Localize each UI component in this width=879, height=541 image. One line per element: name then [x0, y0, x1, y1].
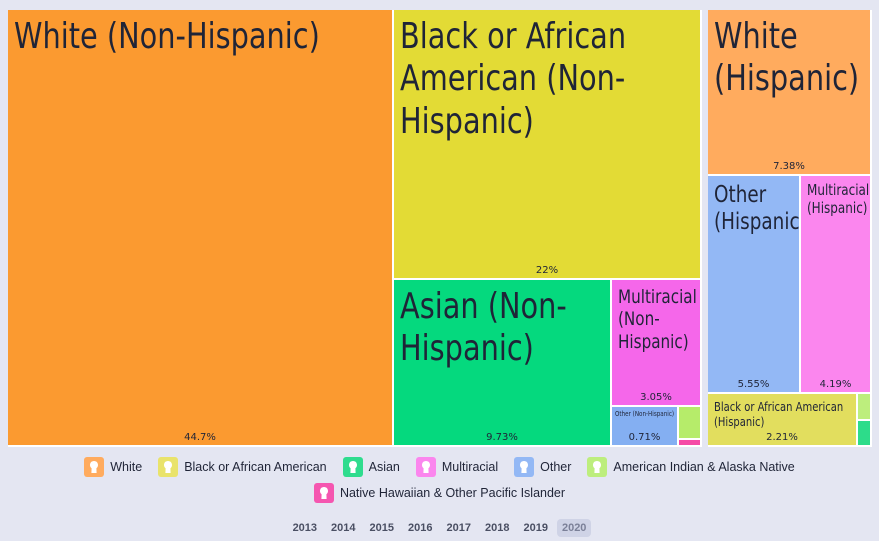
treemap-tile[interactable] — [858, 421, 872, 447]
treemap-chart: White (Non-Hispanic) 44.7% Black or Africa… — [8, 10, 872, 447]
treemap-tile[interactable]: White (Non-Hispanic) 44.7% — [8, 10, 394, 447]
person-icon — [415, 457, 436, 477]
tile-value: 4.19% — [819, 379, 852, 390]
year-button-2018[interactable]: 2018 — [484, 522, 510, 534]
tile-value: 9.73% — [486, 432, 518, 443]
legend-label: Native Hawaiian & Other Pacific Islander — [339, 486, 566, 500]
tile-label: Multiracial (Hispanic) — [807, 181, 870, 217]
tile-label: White (Hispanic) — [714, 16, 860, 100]
legend-item[interactable]: White — [84, 457, 142, 477]
tile-value: 0.71% — [628, 432, 661, 443]
treemap-tile[interactable]: Other (Hispanic) 5.55% — [708, 176, 801, 394]
person-icon — [587, 457, 608, 477]
treemap-tile[interactable]: Other (Non-Hispanic) 0.71% — [612, 407, 679, 447]
legend-label: American Indian & Alaska Native — [613, 460, 795, 474]
tile-label: Other (Non-Hispanic) — [615, 410, 675, 418]
year-button-2013[interactable]: 2013 — [292, 522, 318, 534]
legend-item[interactable]: American Indian & Alaska Native — [587, 457, 795, 477]
treemap-tile[interactable]: Asian (Non-Hispanic) 9.73% — [394, 280, 612, 447]
person-icon — [158, 457, 179, 477]
tile-value: 22% — [535, 265, 559, 276]
tile-label: Multiracial (Non-Hispanic) — [618, 286, 697, 353]
year-selector: 2013 2014 2015 2016 2017 2018 2019 2020 — [0, 519, 879, 537]
tile-value: 44.7% — [184, 432, 216, 443]
year-button-2014[interactable]: 2014 — [331, 522, 356, 534]
person-icon — [514, 457, 535, 477]
treemap-tile[interactable]: Black or African American (Non-Hispanic)… — [394, 10, 702, 280]
legend-label: Asian — [368, 460, 400, 474]
year-button-2016[interactable]: 2016 — [408, 522, 433, 534]
person-icon — [84, 457, 105, 477]
legend-item[interactable]: Multiracial — [415, 457, 499, 477]
legend-item[interactable]: Other — [514, 457, 571, 477]
legend-label: Other — [540, 460, 572, 474]
person-icon — [342, 457, 363, 477]
treemap-tile[interactable] — [858, 394, 872, 421]
year-button-2020[interactable]: 2020 — [556, 519, 592, 537]
legend-label: Multiracial — [441, 460, 499, 474]
treemap-tile[interactable] — [679, 440, 702, 447]
legend-label: White — [110, 460, 143, 474]
legend-label: Black or African American — [184, 460, 327, 474]
tile-label: Other (Hispanic) — [714, 182, 801, 236]
tile-value: 7.38% — [773, 161, 805, 172]
tile-value: 2.21% — [766, 432, 798, 443]
tile-label: Black or African American (Non-Hispanic) — [400, 16, 627, 142]
tile-value: 3.05% — [640, 392, 672, 403]
legend-item[interactable]: Black or African American — [158, 457, 327, 477]
treemap-tile[interactable]: White (Hispanic) 7.38% — [708, 10, 872, 176]
treemap-tile[interactable] — [679, 407, 702, 440]
year-button-2015[interactable]: 2015 — [369, 522, 395, 534]
legend: White Black or African American Asian Multi… — [40, 457, 839, 503]
tile-label: Black or African American (Hispanic) — [714, 399, 844, 429]
legend-item[interactable]: Asian — [342, 457, 400, 477]
legend-item[interactable]: Native Hawaiian & Other Pacific Islander — [313, 483, 566, 503]
treemap-tile[interactable]: Multiracial (Non-Hispanic) 3.05% — [612, 280, 702, 407]
tile-label: Asian (Non-Hispanic) — [400, 286, 567, 370]
year-button-2017[interactable]: 2017 — [446, 522, 471, 534]
treemap-tile[interactable]: Multiracial (Hispanic) 4.19% — [801, 176, 872, 394]
treemap-tile[interactable]: Black or African American (Hispanic) 2.21… — [708, 394, 858, 447]
year-button-2019[interactable]: 2019 — [523, 522, 548, 534]
person-icon — [313, 483, 334, 503]
tile-label: White (Non-Hispanic) — [14, 16, 320, 57]
tile-value: 5.55% — [737, 379, 770, 390]
